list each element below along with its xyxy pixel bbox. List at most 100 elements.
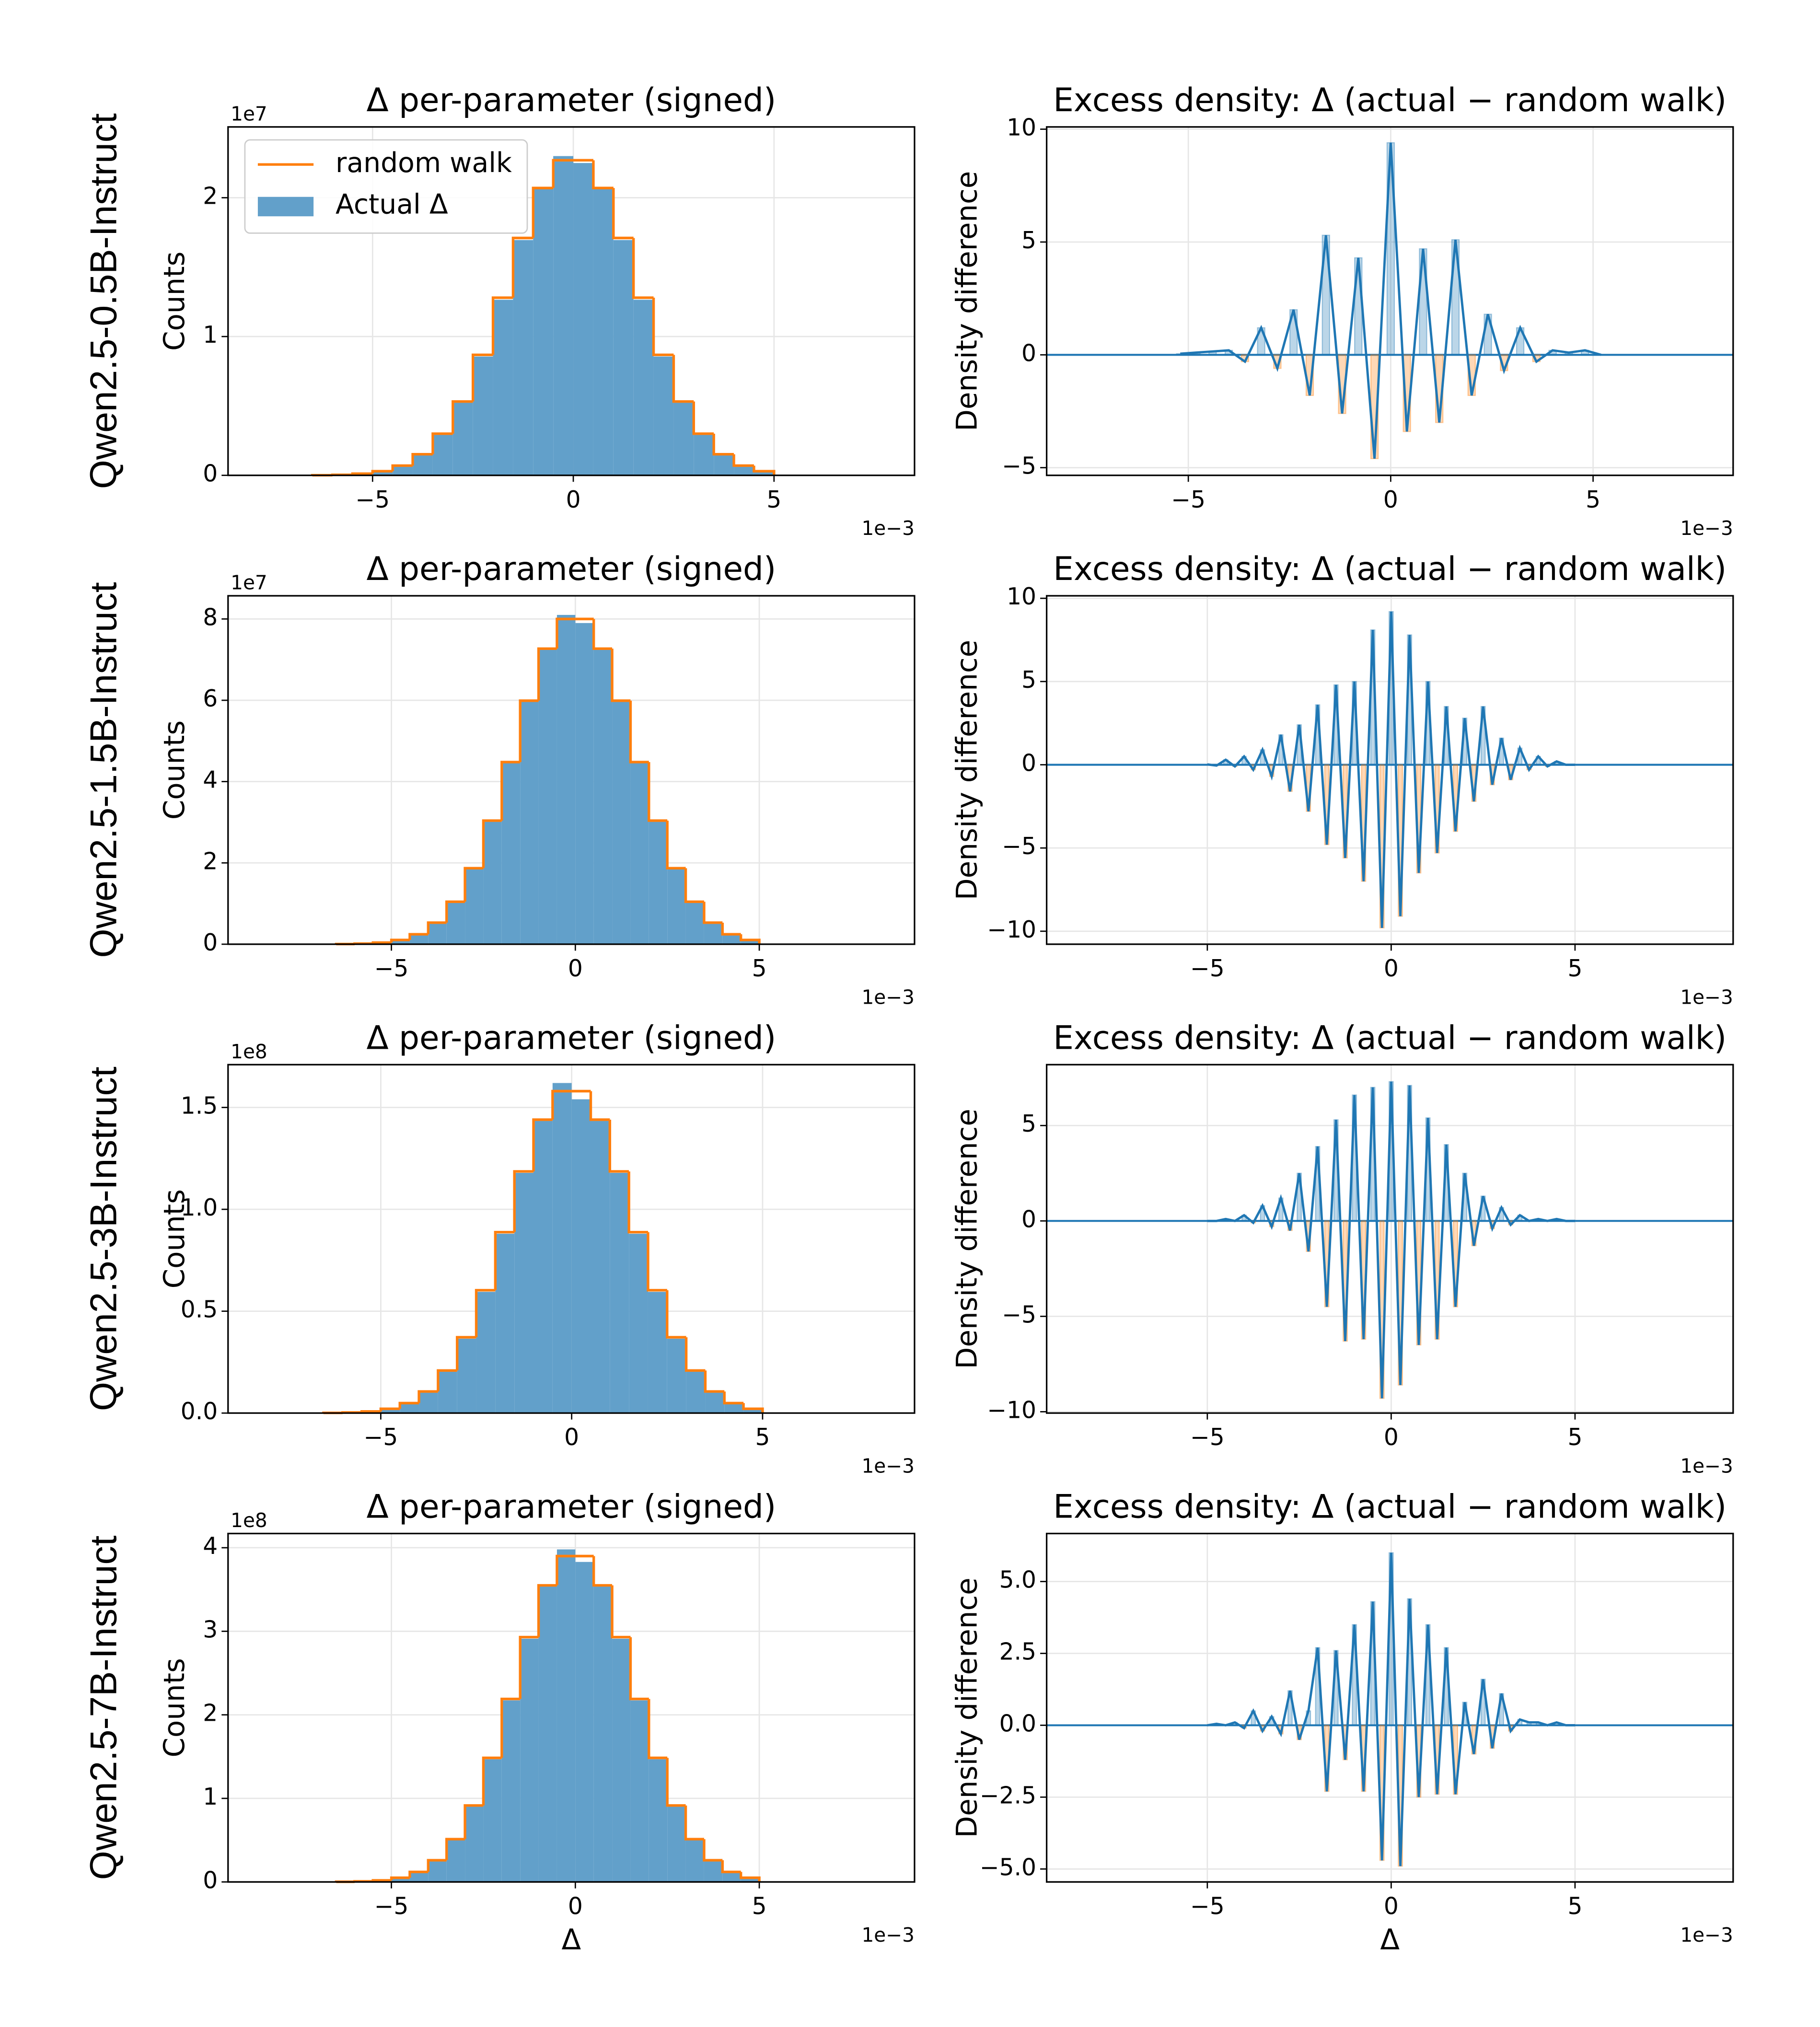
bar bbox=[372, 471, 393, 475]
bar bbox=[612, 1638, 631, 1882]
bar bbox=[593, 1586, 613, 1882]
step-line bbox=[390, 938, 410, 943]
chart-title: Excess density: Δ (actual − random walk) bbox=[1053, 550, 1727, 588]
x-offset-label: 1e−3 bbox=[862, 1923, 915, 1946]
y-tick-label: 4 bbox=[203, 1533, 218, 1560]
chart-title: Δ per-parameter (signed) bbox=[366, 1019, 776, 1056]
bar bbox=[533, 1121, 553, 1413]
bar bbox=[741, 1877, 760, 1882]
bar bbox=[446, 902, 465, 944]
step-line bbox=[455, 1336, 476, 1371]
bar bbox=[649, 1759, 668, 1882]
step-line bbox=[629, 1637, 649, 1701]
step-line bbox=[672, 355, 694, 403]
bar bbox=[538, 649, 557, 944]
step-line bbox=[684, 1337, 706, 1372]
legend-label: random walk bbox=[336, 147, 512, 179]
bar bbox=[483, 822, 502, 944]
y-tick-label: 0 bbox=[1021, 1206, 1036, 1233]
bar bbox=[520, 701, 539, 944]
y-tick-label: 0 bbox=[1021, 340, 1036, 367]
step-line bbox=[471, 353, 493, 402]
y-tick-label: 1 bbox=[203, 322, 218, 348]
y-axis-label: Counts bbox=[158, 720, 191, 820]
bar bbox=[493, 300, 513, 475]
x-offset-label: 1e−3 bbox=[1680, 517, 1733, 540]
x-tick-label: −5 bbox=[1190, 955, 1225, 982]
step-line bbox=[647, 1232, 667, 1292]
y-tick-label: 3 bbox=[203, 1616, 218, 1643]
bar bbox=[754, 471, 774, 475]
step-line bbox=[652, 298, 674, 357]
y-tick-label: 1 bbox=[203, 1784, 218, 1810]
y-tick-label: 8 bbox=[203, 604, 218, 631]
chart-title: Excess density: Δ (actual − random walk) bbox=[1053, 1488, 1727, 1526]
y-tick-label: 5 bbox=[1021, 227, 1036, 254]
x-tick-label: 0 bbox=[1384, 1893, 1399, 1920]
line bbox=[1180, 142, 1602, 459]
x-tick-label: 0 bbox=[1384, 1424, 1399, 1451]
bar bbox=[704, 1861, 723, 1882]
bar bbox=[724, 1403, 744, 1413]
bar bbox=[432, 435, 453, 475]
bar bbox=[741, 940, 760, 944]
step-line bbox=[703, 1839, 723, 1862]
bar bbox=[591, 1121, 610, 1413]
y-tick-label: −2.5 bbox=[980, 1782, 1036, 1809]
x-tick-label: 5 bbox=[755, 1424, 770, 1451]
step-line bbox=[629, 700, 649, 764]
bar bbox=[694, 435, 714, 475]
bar bbox=[553, 156, 574, 475]
step-line bbox=[445, 900, 465, 923]
plot-frame bbox=[227, 1064, 916, 1414]
line bbox=[1207, 611, 1575, 928]
step-line bbox=[511, 236, 533, 298]
plot-frame bbox=[1045, 126, 1734, 476]
bar bbox=[438, 1371, 457, 1413]
step-line bbox=[390, 1876, 410, 1881]
y-tick-label: 10 bbox=[1007, 583, 1036, 610]
bar bbox=[476, 1292, 496, 1413]
chart-title: Excess density: Δ (actual − random walk) bbox=[1053, 81, 1727, 119]
step-line bbox=[712, 433, 734, 456]
bar bbox=[722, 1872, 741, 1882]
y-axis-label: Counts bbox=[158, 252, 191, 351]
step-line bbox=[532, 1118, 553, 1171]
subplot: −5 0 5 −5 0 5 10 Excess density: Δ (actual − ra… bbox=[951, 81, 1734, 540]
bar bbox=[413, 455, 433, 475]
step-line bbox=[464, 1804, 484, 1840]
bar bbox=[556, 614, 576, 944]
subplot: −5 0 5 0.0 0.5 1.0 1.5 Δ per-parameter (signed)… bbox=[82, 1019, 916, 1478]
y-axis-label: Counts bbox=[158, 1658, 191, 1757]
x-tick-label: 0 bbox=[564, 1424, 579, 1451]
bar bbox=[649, 822, 668, 944]
row-label: Qwen2.5-3B-Instruct bbox=[82, 1066, 124, 1411]
step-line bbox=[519, 699, 539, 762]
x-tick-label: −5 bbox=[374, 1893, 409, 1920]
bar bbox=[593, 649, 613, 944]
step-line bbox=[371, 470, 393, 474]
bar bbox=[575, 1562, 594, 1882]
x-tick-label: −5 bbox=[1190, 1424, 1225, 1451]
y-tick-label: −5.0 bbox=[980, 1854, 1036, 1881]
bar bbox=[673, 402, 694, 475]
bar bbox=[428, 1861, 447, 1882]
plot-frame bbox=[227, 595, 916, 945]
step-line bbox=[739, 1872, 761, 1882]
step-line bbox=[648, 1699, 668, 1760]
bar bbox=[593, 189, 614, 475]
step-line bbox=[556, 1554, 576, 1586]
step-line bbox=[513, 1170, 534, 1232]
y-tick-label: 4 bbox=[203, 767, 218, 794]
y-tick-label: 2 bbox=[203, 183, 218, 210]
bar bbox=[409, 1872, 429, 1882]
bar bbox=[610, 1172, 629, 1413]
x-tick-label: 0 bbox=[1383, 486, 1398, 513]
y-axis-label: Density difference bbox=[951, 1109, 984, 1369]
step-line bbox=[721, 922, 741, 936]
bar bbox=[465, 1807, 484, 1882]
plot-frame bbox=[227, 126, 916, 476]
step-line bbox=[379, 1407, 400, 1412]
step-line bbox=[608, 1120, 629, 1173]
y-tick-label: −5 bbox=[1002, 833, 1036, 860]
